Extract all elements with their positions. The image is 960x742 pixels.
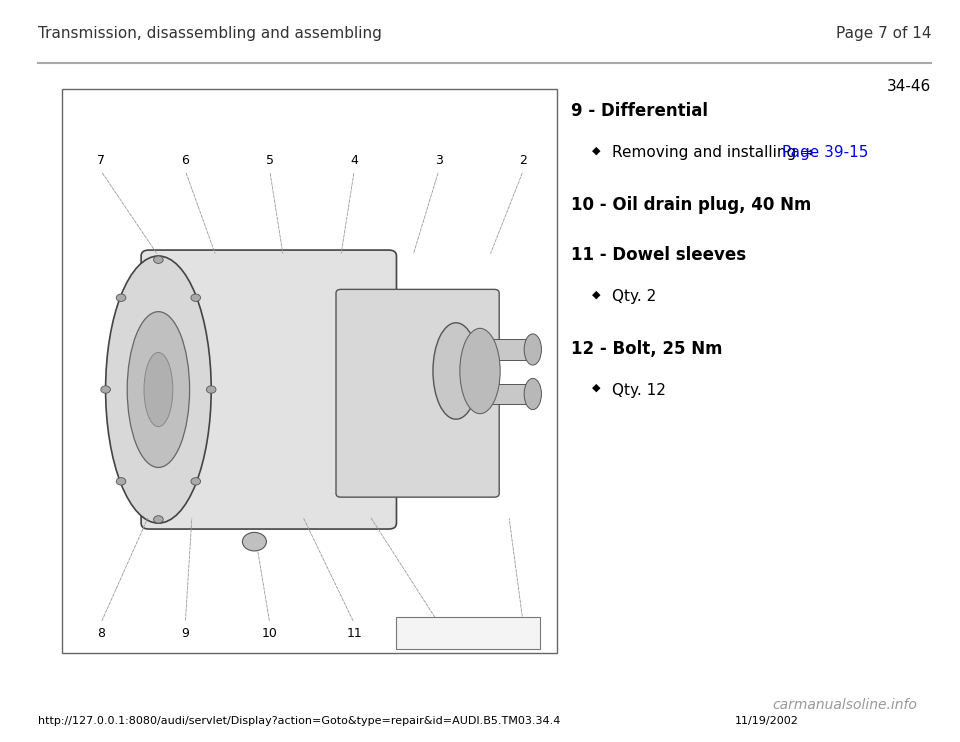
Text: 6: 6 bbox=[181, 154, 189, 167]
Text: 5: 5 bbox=[266, 154, 274, 167]
Ellipse shape bbox=[154, 516, 163, 523]
Text: Qty. 2: Qty. 2 bbox=[612, 289, 656, 304]
Text: 10: 10 bbox=[262, 627, 277, 640]
Ellipse shape bbox=[106, 256, 211, 523]
Text: 34-46: 34-46 bbox=[887, 79, 931, 94]
FancyBboxPatch shape bbox=[480, 384, 533, 404]
FancyBboxPatch shape bbox=[62, 89, 557, 653]
Ellipse shape bbox=[206, 386, 216, 393]
Text: 3: 3 bbox=[435, 154, 443, 167]
FancyBboxPatch shape bbox=[396, 617, 540, 649]
Ellipse shape bbox=[154, 256, 163, 263]
Text: 2: 2 bbox=[519, 154, 527, 167]
FancyBboxPatch shape bbox=[480, 339, 533, 360]
Text: http://127.0.0.1:8080/audi/servlet/Display?action=Goto&type=repair&id=AUDI.B5.TM: http://127.0.0.1:8080/audi/servlet/Displ… bbox=[38, 716, 561, 726]
Ellipse shape bbox=[127, 312, 190, 467]
Ellipse shape bbox=[116, 478, 126, 485]
Text: 12 - Bolt, 25 Nm: 12 - Bolt, 25 Nm bbox=[571, 340, 723, 358]
Text: 1: 1 bbox=[519, 627, 527, 640]
Text: Removing and installing ⇒: Removing and installing ⇒ bbox=[612, 145, 818, 160]
Text: 7: 7 bbox=[97, 154, 105, 167]
Text: 10 - Oil drain plug, 40 Nm: 10 - Oil drain plug, 40 Nm bbox=[571, 196, 811, 214]
Text: Page 39-15: Page 39-15 bbox=[782, 145, 869, 160]
FancyBboxPatch shape bbox=[141, 250, 396, 529]
Text: ◆: ◆ bbox=[592, 289, 601, 299]
Ellipse shape bbox=[433, 323, 479, 419]
Ellipse shape bbox=[524, 378, 541, 410]
Text: ◆: ◆ bbox=[592, 145, 601, 155]
Ellipse shape bbox=[242, 533, 266, 551]
Text: 8: 8 bbox=[97, 627, 105, 640]
Ellipse shape bbox=[116, 294, 126, 301]
Text: 12: 12 bbox=[431, 627, 446, 640]
Ellipse shape bbox=[524, 334, 541, 365]
Text: 4: 4 bbox=[350, 154, 358, 167]
Text: 9: 9 bbox=[181, 627, 189, 640]
Ellipse shape bbox=[460, 328, 500, 414]
Text: Transmission, disassembling and assembling: Transmission, disassembling and assembli… bbox=[38, 26, 382, 41]
Text: 9 - Differential: 9 - Differential bbox=[571, 102, 708, 120]
Text: 11: 11 bbox=[347, 627, 362, 640]
Ellipse shape bbox=[191, 294, 201, 301]
Ellipse shape bbox=[144, 352, 173, 427]
Ellipse shape bbox=[191, 478, 201, 485]
Text: 11/19/2002: 11/19/2002 bbox=[734, 716, 799, 726]
Text: 11 - Dowel sleeves: 11 - Dowel sleeves bbox=[571, 246, 746, 264]
Ellipse shape bbox=[101, 386, 110, 393]
Text: Qty. 12: Qty. 12 bbox=[612, 383, 665, 398]
Text: carmanualsoline.info: carmanualsoline.info bbox=[773, 698, 918, 712]
Text: Page 7 of 14: Page 7 of 14 bbox=[836, 26, 931, 41]
Text: V34-2831: V34-2831 bbox=[441, 628, 495, 638]
FancyBboxPatch shape bbox=[336, 289, 499, 497]
Text: ◆: ◆ bbox=[592, 383, 601, 393]
